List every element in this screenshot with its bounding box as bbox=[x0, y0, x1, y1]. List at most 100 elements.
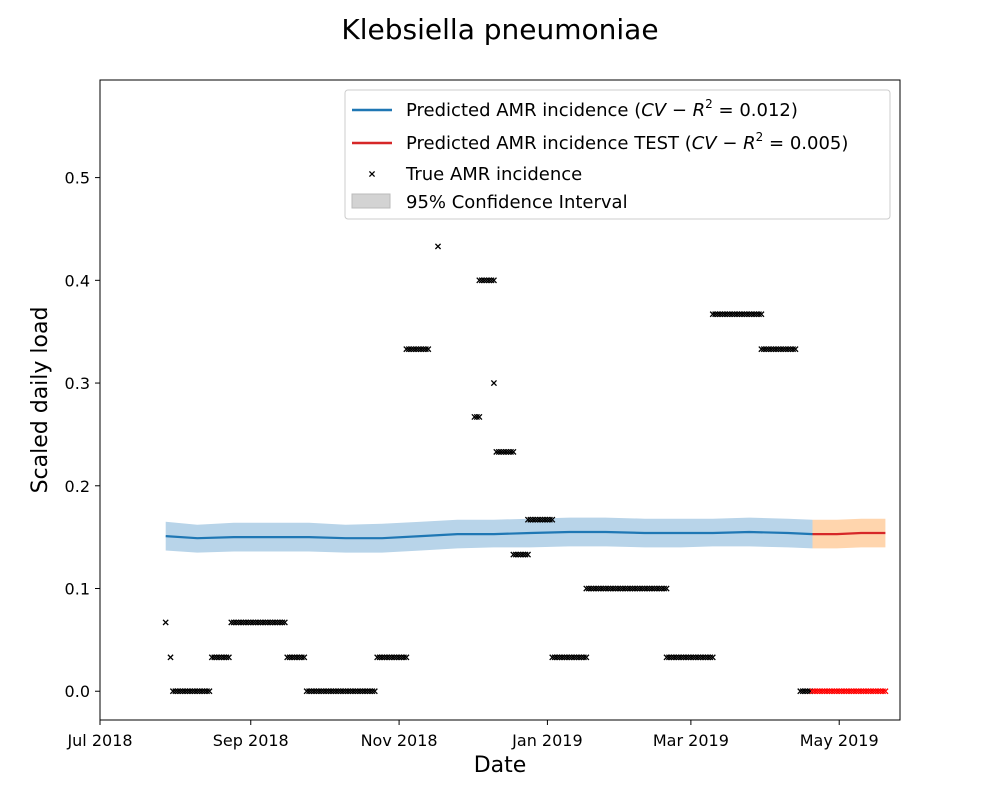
true-point-111 bbox=[473, 413, 480, 421]
true-point-211 bbox=[699, 654, 707, 661]
true-point-149 bbox=[554, 654, 561, 661]
true-incidence-points bbox=[162, 243, 889, 695]
true-point-42 bbox=[267, 619, 274, 626]
true-point-53 bbox=[293, 654, 301, 661]
true-point-188 bbox=[646, 585, 653, 592]
true-point-140 bbox=[534, 516, 541, 523]
true-point-86 bbox=[374, 654, 381, 661]
true-point-100 bbox=[405, 346, 412, 353]
test_true-point-5 bbox=[821, 688, 828, 695]
y-tick-label-3: 0.3 bbox=[65, 374, 90, 393]
x-tick-label-2: Nov 2018 bbox=[361, 731, 438, 750]
true-point-59 bbox=[308, 688, 315, 695]
true-point-200 bbox=[673, 654, 680, 661]
test_true-point-11 bbox=[836, 688, 843, 695]
true-point-132 bbox=[517, 551, 524, 558]
y-tick-label-4: 0.4 bbox=[65, 271, 90, 290]
true-point-24 bbox=[223, 654, 230, 661]
test_true-point-26 bbox=[872, 688, 879, 695]
test_true-point-0 bbox=[809, 688, 816, 695]
true-point-57 bbox=[303, 688, 310, 695]
true-point-38 bbox=[257, 619, 264, 626]
true-point-113 bbox=[476, 277, 483, 284]
true-point-155 bbox=[568, 654, 575, 661]
true-point-151 bbox=[558, 654, 566, 661]
x-tick-label-3: Jan 2019 bbox=[511, 731, 582, 750]
true-point-175 bbox=[614, 585, 621, 592]
true-point-17 bbox=[206, 688, 213, 695]
true-point-76 bbox=[349, 688, 356, 695]
true-point-32 bbox=[242, 619, 249, 626]
true-point-49 bbox=[284, 654, 291, 661]
true-point-135 bbox=[524, 551, 532, 558]
y-tick-label-1: 0.1 bbox=[65, 580, 90, 599]
test_true-point-1 bbox=[811, 688, 818, 695]
true-point-233 bbox=[751, 311, 758, 318]
true-point-11 bbox=[191, 688, 198, 695]
true-point-230 bbox=[743, 311, 750, 318]
true-point-212 bbox=[702, 654, 709, 661]
true-point-3 bbox=[172, 688, 179, 695]
true-point-119 bbox=[490, 277, 497, 284]
true-point-242 bbox=[770, 346, 777, 353]
true-point-136 bbox=[524, 516, 532, 523]
true-point-130 bbox=[512, 551, 519, 558]
true-point-131 bbox=[515, 551, 522, 558]
prediction-lines bbox=[165, 530, 886, 540]
test_true-point-3 bbox=[816, 688, 823, 695]
test_true-point-24 bbox=[867, 688, 874, 695]
plot-frame bbox=[99, 79, 901, 721]
true-point-35 bbox=[250, 619, 257, 626]
test_true-point-2 bbox=[814, 688, 821, 695]
true-point-191 bbox=[653, 585, 660, 592]
true-point-84 bbox=[369, 688, 376, 695]
true-point-201 bbox=[675, 654, 682, 661]
confidence-bands bbox=[165, 517, 886, 553]
true-point-21 bbox=[216, 654, 223, 661]
true-point-146 bbox=[549, 516, 556, 523]
true-point-1 bbox=[167, 654, 174, 661]
true-point-224 bbox=[729, 311, 736, 318]
y-axis-ticks: 0.0 0.1 0.2 0.3 0.4 0.5 bbox=[65, 169, 100, 701]
true-point-173 bbox=[610, 585, 617, 592]
true-point-103 bbox=[413, 346, 420, 353]
true-point-23 bbox=[220, 654, 228, 661]
true-point-50 bbox=[286, 654, 293, 661]
y-tick-label-5: 0.5 bbox=[65, 169, 90, 188]
true-point-144 bbox=[544, 516, 551, 523]
true-point-51 bbox=[289, 654, 296, 661]
true-point-184 bbox=[636, 585, 643, 592]
true-point-122 bbox=[495, 448, 502, 455]
true-point-101 bbox=[408, 346, 415, 353]
true-point-52 bbox=[291, 654, 298, 661]
true-point-61 bbox=[313, 688, 320, 695]
true-point-169 bbox=[600, 585, 607, 592]
true-point-256 bbox=[806, 688, 814, 695]
true-point-124 bbox=[500, 448, 507, 455]
true-point-177 bbox=[619, 585, 626, 592]
test_true-point-9 bbox=[831, 688, 838, 695]
test-prediction-line bbox=[812, 531, 886, 536]
true-point-246 bbox=[780, 346, 787, 353]
test_true-point-23 bbox=[865, 688, 872, 695]
true-point-128 bbox=[510, 448, 517, 455]
true-point-12 bbox=[194, 688, 201, 695]
true-point-174 bbox=[612, 585, 619, 592]
true-point-14 bbox=[199, 688, 206, 695]
true-point-255 bbox=[804, 688, 811, 695]
true-point-104 bbox=[415, 346, 422, 353]
true-point-198 bbox=[668, 654, 675, 661]
true-point-164 bbox=[588, 585, 595, 592]
true-point-102 bbox=[410, 346, 417, 353]
true-point-213 bbox=[704, 654, 711, 661]
true-point-226 bbox=[734, 311, 741, 318]
true-point-44 bbox=[272, 619, 279, 626]
true-point-37 bbox=[254, 619, 262, 626]
true-point-141 bbox=[537, 516, 544, 523]
true-point-40 bbox=[262, 619, 269, 626]
true-point-240 bbox=[765, 346, 772, 353]
true-point-203 bbox=[680, 654, 687, 661]
true-point-34 bbox=[247, 619, 254, 626]
true-point-193 bbox=[658, 585, 665, 592]
true-point-106 bbox=[420, 346, 427, 353]
